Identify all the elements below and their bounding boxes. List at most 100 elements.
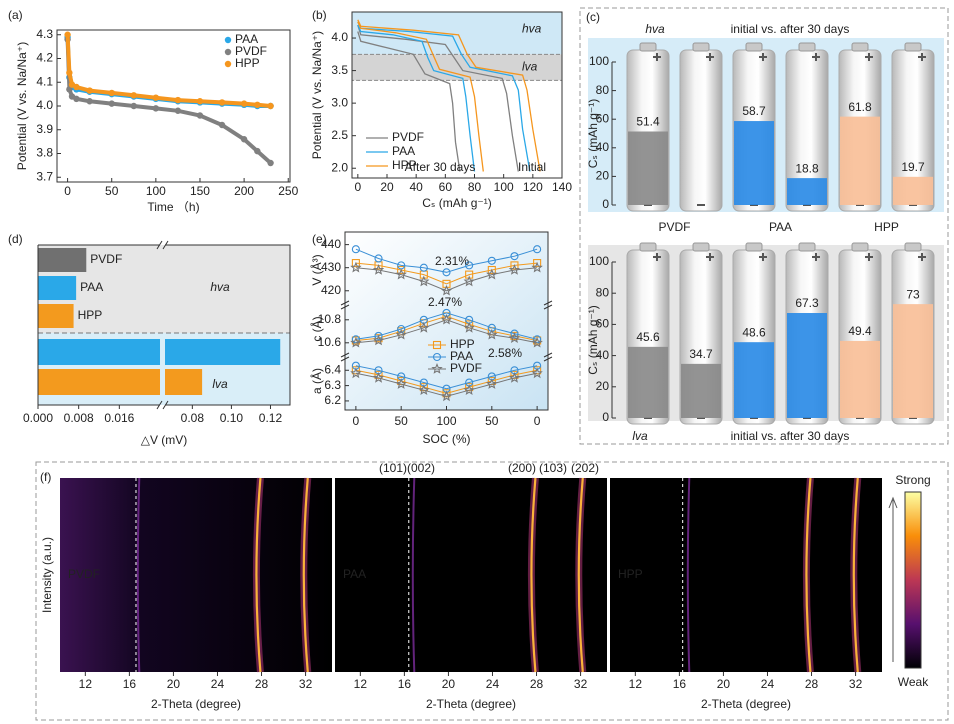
y-axis-label: Intensity (a.u.) bbox=[40, 537, 54, 613]
x-tick-label: 16 bbox=[673, 677, 687, 691]
bar bbox=[38, 248, 87, 272]
x-tick-label: 80 bbox=[468, 180, 482, 194]
marker bbox=[531, 261, 543, 273]
map-label: PVDF bbox=[68, 567, 100, 581]
x-tick-label: 28 bbox=[530, 677, 544, 691]
caption: initial vs. after 30 days bbox=[731, 429, 850, 443]
battery-cap bbox=[692, 242, 710, 252]
data-point bbox=[86, 98, 93, 105]
y-tick-label: 440 bbox=[321, 237, 341, 251]
bar-label: PVDF bbox=[90, 252, 122, 266]
marker bbox=[431, 363, 443, 374]
x-tick-label: 250 bbox=[278, 184, 298, 198]
data-point bbox=[196, 98, 204, 105]
series-line bbox=[357, 21, 531, 172]
data-point bbox=[240, 100, 248, 107]
x-tick-label: 0.12 bbox=[259, 411, 283, 425]
x-tick-label: 24 bbox=[486, 677, 500, 691]
marker bbox=[463, 321, 475, 333]
bar bbox=[734, 121, 774, 205]
series-line bbox=[355, 267, 538, 292]
battery-cap bbox=[745, 242, 763, 252]
battery-plus bbox=[918, 53, 926, 61]
data-point bbox=[66, 69, 73, 76]
marker bbox=[463, 275, 475, 287]
x-tick-label: 150 bbox=[190, 184, 210, 198]
x-tick-label: 50 bbox=[395, 414, 409, 428]
battery-cap bbox=[851, 242, 869, 252]
y-tick-label: 10.8 bbox=[318, 312, 342, 326]
y-axis-label: Potential (V vs. Na/Na⁺) bbox=[15, 42, 29, 170]
marker bbox=[486, 268, 498, 280]
x-tick-label: 0 bbox=[353, 414, 360, 428]
bar bbox=[893, 304, 933, 418]
panel-label: (e) bbox=[312, 232, 327, 246]
battery-plus bbox=[653, 53, 661, 61]
marker bbox=[533, 335, 542, 344]
y-tick-label: 4.1 bbox=[36, 74, 53, 88]
marker bbox=[531, 336, 543, 348]
data-point bbox=[254, 147, 261, 155]
x-tick-label: 20 bbox=[167, 677, 181, 691]
marker bbox=[531, 367, 543, 379]
series-line bbox=[357, 24, 476, 172]
battery-plus bbox=[865, 53, 873, 61]
series-line bbox=[355, 262, 538, 285]
colorbar bbox=[904, 491, 922, 669]
marker bbox=[419, 263, 428, 272]
y-tick-label: 3.0 bbox=[331, 95, 348, 109]
battery-plus bbox=[706, 53, 714, 61]
bar bbox=[840, 116, 880, 205]
marker bbox=[397, 324, 406, 334]
axis-break bbox=[543, 300, 553, 310]
panel-label: (a) bbox=[8, 8, 23, 22]
legend-marker bbox=[224, 48, 232, 56]
marker bbox=[463, 384, 475, 395]
data-point bbox=[267, 102, 274, 110]
battery-body bbox=[679, 49, 723, 212]
peak-label: (103) bbox=[539, 461, 567, 475]
x-axis-label: Cₛ (mAh g⁻¹) bbox=[422, 196, 491, 210]
data-point bbox=[64, 31, 71, 38]
data-point bbox=[66, 86, 73, 93]
data-point bbox=[73, 95, 80, 103]
bar bbox=[38, 276, 77, 300]
x-tick-label: 140 bbox=[552, 180, 572, 194]
panel-label: (f) bbox=[40, 470, 51, 484]
battery-plus bbox=[812, 253, 820, 261]
y-tick-label: 60 bbox=[596, 111, 610, 125]
x-tick-label: 20 bbox=[717, 677, 731, 691]
battery-cap bbox=[639, 242, 657, 252]
y-axis-label: c (Å) bbox=[309, 316, 324, 341]
legend-label: PAA bbox=[392, 144, 415, 158]
bar bbox=[38, 369, 203, 395]
battery-plus bbox=[812, 53, 820, 61]
y-tick-label: 4.3 bbox=[36, 27, 53, 41]
data-point bbox=[254, 101, 261, 109]
marker bbox=[418, 384, 430, 395]
data-point bbox=[152, 94, 160, 101]
peak-line bbox=[852, 477, 859, 673]
x-tick-label: 24 bbox=[761, 677, 775, 691]
data-point bbox=[108, 100, 115, 107]
axis-break bbox=[156, 400, 169, 410]
axis-break bbox=[156, 240, 169, 250]
axis-break-gap bbox=[160, 338, 165, 366]
colorbar-label: Strong bbox=[895, 473, 930, 487]
y-tick-label: 6.3 bbox=[324, 378, 341, 392]
caption: initial vs. after 30 days bbox=[731, 22, 850, 36]
y-tick-label: 3.9 bbox=[36, 122, 53, 136]
band-label: hva bbox=[522, 21, 542, 35]
marker bbox=[465, 261, 474, 270]
peak-label: (202) bbox=[571, 461, 599, 475]
y-tick-label: 20 bbox=[596, 379, 610, 393]
series-line bbox=[355, 248, 538, 273]
x-tick-label: 50 bbox=[485, 414, 499, 428]
peak-line bbox=[577, 477, 584, 673]
y-tick-label: 3.8 bbox=[36, 146, 53, 160]
y-axis-label: Cₛ (mAh g⁻¹) bbox=[586, 305, 600, 374]
marker bbox=[418, 321, 430, 333]
legend-label: PAA bbox=[450, 349, 473, 363]
x-tick-label: 0.10 bbox=[220, 411, 244, 425]
